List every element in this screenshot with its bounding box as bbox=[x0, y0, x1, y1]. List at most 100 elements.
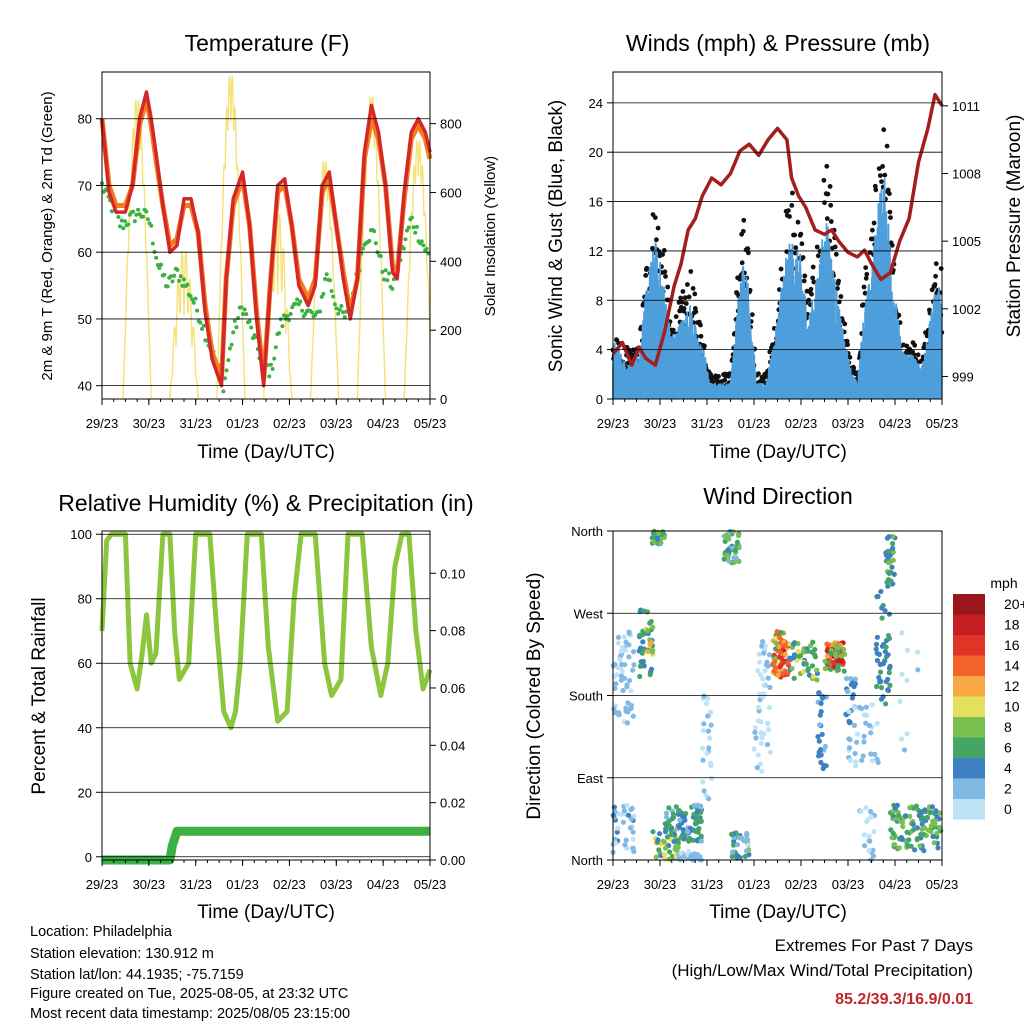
direction-point bbox=[723, 532, 729, 538]
direction-point bbox=[624, 682, 630, 688]
direction-point bbox=[883, 644, 889, 650]
direction-point bbox=[774, 629, 780, 635]
gust-point bbox=[832, 244, 838, 250]
direction-point bbox=[678, 850, 684, 856]
legend-label: 6 bbox=[1004, 740, 1012, 756]
dewpoint-point bbox=[162, 272, 167, 277]
direction-point bbox=[700, 779, 706, 785]
dewpoint-point bbox=[141, 214, 145, 219]
gust-point bbox=[800, 255, 806, 260]
gust-point bbox=[933, 273, 938, 279]
dewpoint-point bbox=[336, 311, 341, 316]
direction-point bbox=[725, 547, 731, 553]
direction-point bbox=[700, 745, 706, 751]
dewpoint-point bbox=[270, 367, 275, 371]
legend-label: 16 bbox=[1004, 637, 1020, 653]
xtick-label: 29/23 bbox=[86, 877, 119, 892]
dewpoint-point bbox=[280, 324, 285, 329]
direction-point bbox=[873, 641, 880, 648]
direction-point bbox=[701, 693, 707, 699]
ytick-label: North bbox=[571, 853, 603, 868]
legend-label: 2 bbox=[1004, 781, 1012, 797]
direction-point bbox=[661, 852, 668, 858]
direction-point bbox=[904, 731, 910, 737]
gust-point bbox=[685, 282, 690, 287]
gust-point bbox=[887, 191, 892, 197]
direction-point bbox=[706, 745, 712, 751]
dewpoint-point bbox=[405, 228, 409, 233]
direction-point bbox=[805, 667, 811, 674]
direction-point bbox=[729, 849, 736, 855]
gust-point bbox=[665, 284, 671, 290]
dewpoint-point bbox=[337, 307, 342, 312]
gust-point bbox=[824, 163, 830, 169]
direction-point bbox=[876, 651, 883, 658]
direction-point bbox=[858, 808, 864, 814]
ytick-label: North bbox=[571, 524, 603, 539]
direction-point bbox=[816, 690, 822, 696]
direction-point bbox=[870, 853, 877, 859]
ytick-label: 4 bbox=[596, 343, 603, 358]
direction-point bbox=[617, 657, 623, 663]
gust-point bbox=[810, 275, 816, 281]
direction-point bbox=[874, 657, 881, 664]
gust-point bbox=[851, 365, 857, 371]
xtick-label: 02/23 bbox=[273, 416, 306, 431]
direction-point bbox=[661, 839, 667, 845]
direction-point bbox=[695, 802, 701, 808]
dewpoint-point bbox=[421, 243, 426, 248]
direction-point bbox=[657, 831, 663, 837]
gust-point bbox=[778, 266, 784, 272]
direction-point bbox=[752, 725, 759, 731]
direction-point bbox=[791, 641, 797, 647]
direction-point bbox=[614, 829, 620, 835]
direction-point bbox=[698, 833, 704, 839]
direction-point bbox=[886, 534, 892, 540]
legend-swatch bbox=[953, 717, 985, 738]
gust-point bbox=[835, 286, 840, 291]
direction-point bbox=[709, 775, 715, 782]
ytick-right-label: 999 bbox=[952, 369, 974, 384]
humidity-title: Relative Humidity (%) & Precipitation (i… bbox=[58, 490, 473, 516]
gust-point bbox=[861, 284, 867, 290]
ytick-label: 60 bbox=[78, 245, 92, 260]
direction-point bbox=[618, 677, 625, 683]
ytick-label: 40 bbox=[78, 721, 92, 736]
solar-series bbox=[169, 251, 199, 400]
dewpoint-point bbox=[249, 325, 254, 330]
direction-point bbox=[854, 739, 860, 745]
direction-point bbox=[839, 658, 845, 664]
ytick-right-label: 0.02 bbox=[440, 796, 465, 811]
gust-point bbox=[882, 172, 888, 178]
direction-point bbox=[692, 820, 698, 827]
direction-point bbox=[870, 847, 876, 854]
direction-point bbox=[797, 653, 804, 659]
dewpoint-point bbox=[272, 356, 277, 361]
ytick-right-label: 0 bbox=[440, 392, 447, 407]
dewpoint-point bbox=[150, 241, 155, 246]
ytick-label: 80 bbox=[78, 112, 92, 127]
dewpoint-point bbox=[293, 301, 298, 306]
direction-point bbox=[925, 827, 931, 833]
dewpoint-point bbox=[193, 296, 198, 301]
direction-point bbox=[869, 758, 875, 764]
gust-point bbox=[932, 282, 938, 287]
direction-point bbox=[731, 559, 737, 565]
direction-point bbox=[868, 809, 874, 815]
direction-point bbox=[630, 667, 636, 673]
direction-point bbox=[630, 845, 636, 851]
dewpoint-point bbox=[226, 358, 231, 363]
xtick-label: 05/23 bbox=[414, 416, 447, 431]
direction-point bbox=[904, 829, 910, 835]
direction-point bbox=[852, 750, 858, 757]
direction-point bbox=[882, 658, 888, 664]
dewpoint-point bbox=[411, 225, 416, 230]
direction-point bbox=[761, 682, 767, 689]
direction-point bbox=[764, 741, 771, 748]
direction-point bbox=[851, 705, 858, 711]
gust-point bbox=[673, 314, 679, 319]
dewpoint-point bbox=[277, 331, 282, 336]
direction-point bbox=[863, 720, 869, 726]
direction-point bbox=[733, 555, 739, 561]
gust-point bbox=[801, 278, 807, 284]
